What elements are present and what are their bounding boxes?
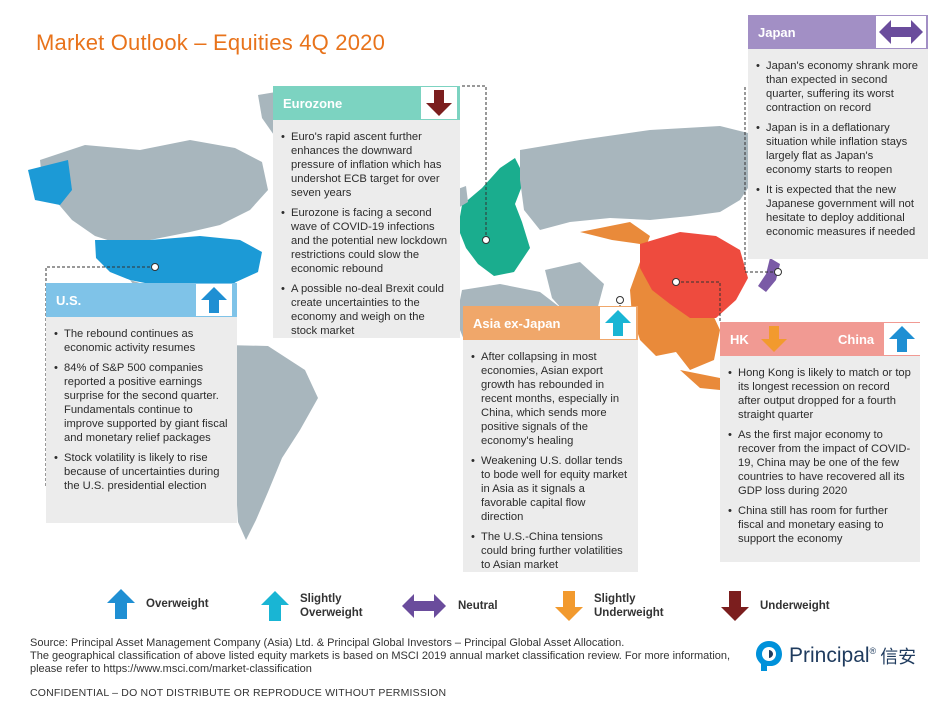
asia-rating-indicator	[600, 307, 636, 339]
underweight-arrow-icon	[721, 591, 749, 621]
asia-dot	[616, 296, 624, 304]
page-title: Market Outlook – Equities 4Q 2020	[36, 30, 386, 55]
logo-text: Principal®	[789, 644, 877, 667]
source-text: Source: Principal Asset Management Compa…	[30, 637, 625, 649]
slightly-overweight-arrow-icon	[261, 591, 289, 621]
japan-region-shape	[758, 258, 780, 292]
slightly-overweight-arrow-icon	[605, 310, 631, 336]
legend-underweight: Underweight	[720, 590, 830, 622]
japan-bullet: Japan's economy shrank more than expecte…	[756, 59, 920, 115]
asia-bullet: After collapsing in most economies, Asia…	[471, 350, 630, 448]
legend-slightly-overweight: Slightly Overweight	[260, 590, 370, 622]
neutral-arrow-icon	[879, 20, 923, 44]
middle-east-shape	[545, 262, 604, 318]
logo-registered-mark: ®	[869, 646, 877, 656]
usa-shape	[95, 236, 262, 294]
us-bullet: The rebound continues as economic activi…	[54, 327, 229, 355]
us-rating-indicator	[196, 284, 232, 316]
us-panel-title: U.S.	[56, 293, 82, 308]
hk-china-bullet: China still has room for further fiscal …	[728, 504, 912, 546]
japan-rating-indicator	[876, 16, 926, 48]
eurozone-bullet: Eurozone is facing a second wave of COVI…	[281, 206, 452, 276]
asia-bullet: Weakening U.S. dollar tends to bode well…	[471, 454, 630, 524]
eurozone-connector	[460, 85, 487, 240]
legend-label: Slightly Underweight	[594, 593, 664, 619]
underweight-arrow-icon	[426, 90, 452, 116]
china-connector	[676, 281, 721, 322]
eurozone-panel: Eurozone Euro's rapid ascent further enh…	[273, 86, 460, 338]
japan-bullet: It is expected that the new Japanese gov…	[756, 183, 920, 239]
canada-shape	[40, 140, 268, 244]
hk-panel-title: HK	[730, 332, 749, 347]
eurozone-shape	[458, 158, 530, 276]
us-panel: U.S. The rebound continues as economic a…	[46, 283, 237, 523]
principal-logo-icon	[756, 641, 782, 671]
alaska-shape	[28, 160, 72, 205]
hk-china-bullet: As the first major economy to recover fr…	[728, 428, 912, 498]
us-bullet: Stock volatility is likely to rise becau…	[54, 451, 229, 493]
confidential-notice: CONFIDENTIAL – DO NOT DISTRIBUTE OR REPR…	[30, 687, 447, 699]
asia-panel-title: Asia ex-Japan	[473, 316, 561, 331]
eurozone-bullet: Euro's rapid ascent further enhances the…	[281, 130, 452, 200]
eurozone-rating-indicator	[421, 87, 457, 119]
eurozone-dot	[482, 236, 490, 244]
overweight-arrow-icon	[107, 589, 135, 619]
china-rating-indicator	[884, 323, 920, 355]
china-dot	[672, 278, 680, 286]
legend-slightly-underweight: Slightly Underweight	[554, 590, 674, 622]
south-america-shape	[218, 345, 318, 540]
logo-cjk-text: 信安	[880, 647, 917, 667]
russia-shape	[520, 126, 760, 230]
source-note: Source: Principal Asset Management Compa…	[30, 637, 740, 676]
asia-bullet: The U.S.-China tensions could bring furt…	[471, 530, 630, 572]
japan-panel: Japan Japan's economy shrank more than e…	[748, 15, 928, 259]
classification-text: The geographical classification of above…	[30, 650, 731, 675]
legend-label: Overweight	[146, 598, 209, 610]
japan-dot	[774, 268, 782, 276]
legend-label: Slightly Overweight	[300, 593, 363, 619]
us-dot	[151, 263, 159, 271]
hk-china-panel: HK China Hong Kong is likely to match or…	[720, 322, 920, 562]
japan-connector	[744, 85, 778, 273]
asia-region-shape	[580, 222, 720, 370]
asia-panel: Asia ex-Japan After collapsing in most e…	[463, 306, 638, 572]
japan-bullet: Japan is in a deflationary situation whi…	[756, 121, 920, 177]
china-region-shape	[640, 232, 748, 318]
hk-rating-indicator	[756, 323, 792, 355]
eurozone-bullet: A possible no-deal Brexit could create u…	[281, 282, 452, 338]
us-bullet: 84% of S&P 500 companies reported a posi…	[54, 361, 229, 445]
legend-label: Underweight	[760, 600, 830, 612]
legend-label: Neutral	[458, 600, 498, 612]
overweight-arrow-icon	[201, 287, 227, 313]
legend-neutral: Neutral	[400, 592, 498, 620]
slightly-underweight-arrow-icon	[555, 591, 583, 621]
hk-china-bullet: Hong Kong is likely to match or top its …	[728, 366, 912, 422]
china-panel-title: China	[838, 332, 875, 347]
slightly-underweight-arrow-icon	[761, 326, 787, 352]
japan-panel-title: Japan	[758, 25, 796, 40]
overweight-arrow-icon	[889, 326, 915, 352]
eurozone-panel-title: Eurozone	[283, 96, 343, 111]
legend-overweight: Overweight	[106, 588, 209, 620]
neutral-arrow-icon	[402, 594, 446, 618]
principal-logo: Principal® 信安	[755, 640, 916, 672]
